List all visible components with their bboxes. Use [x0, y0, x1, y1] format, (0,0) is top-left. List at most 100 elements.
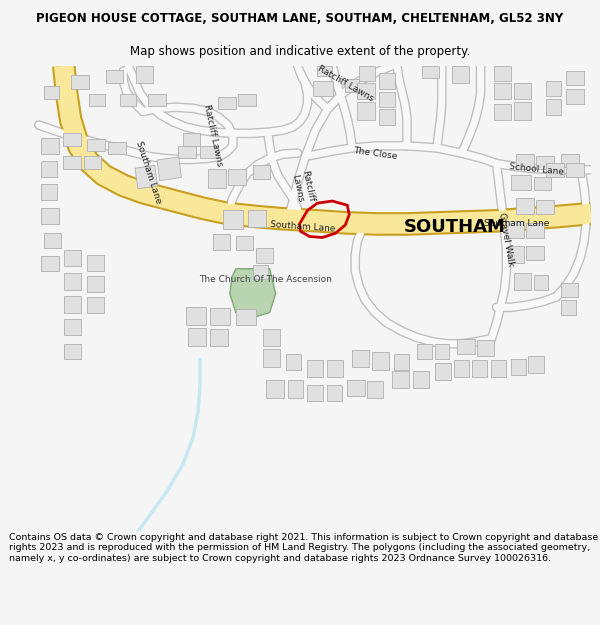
Text: Ratcliff Lawns: Ratcliff Lawns [316, 64, 375, 103]
Polygon shape [417, 344, 432, 359]
Polygon shape [359, 66, 375, 81]
Polygon shape [457, 339, 475, 354]
Polygon shape [64, 250, 80, 266]
Polygon shape [328, 386, 342, 401]
Polygon shape [328, 361, 343, 377]
Polygon shape [476, 339, 494, 356]
Polygon shape [529, 356, 544, 373]
Polygon shape [494, 83, 511, 99]
Polygon shape [566, 71, 584, 86]
Polygon shape [83, 156, 101, 169]
Polygon shape [317, 66, 332, 76]
Polygon shape [561, 300, 576, 314]
Polygon shape [435, 344, 449, 359]
Polygon shape [508, 246, 524, 262]
Polygon shape [263, 349, 280, 367]
Polygon shape [307, 386, 323, 401]
Polygon shape [41, 138, 59, 154]
Polygon shape [210, 308, 230, 325]
Polygon shape [64, 296, 80, 312]
Polygon shape [454, 361, 469, 377]
Polygon shape [392, 371, 409, 388]
Polygon shape [511, 359, 526, 375]
Polygon shape [413, 371, 429, 388]
Polygon shape [178, 146, 196, 158]
Polygon shape [379, 109, 395, 125]
Polygon shape [121, 94, 136, 106]
Text: The Church Of The Ascension: The Church Of The Ascension [199, 274, 332, 284]
Polygon shape [135, 166, 158, 189]
Polygon shape [183, 133, 200, 146]
Polygon shape [347, 380, 365, 396]
Text: Gravel Walk: Gravel Walk [497, 212, 515, 267]
Polygon shape [236, 309, 256, 325]
Polygon shape [86, 139, 104, 151]
Polygon shape [86, 276, 104, 292]
Polygon shape [136, 66, 153, 83]
Polygon shape [561, 283, 578, 297]
Polygon shape [526, 223, 544, 238]
Polygon shape [534, 275, 548, 289]
Text: Southam Lane: Southam Lane [269, 221, 335, 234]
Polygon shape [526, 246, 544, 261]
Polygon shape [286, 354, 301, 370]
Polygon shape [63, 156, 80, 169]
Polygon shape [357, 83, 375, 99]
Polygon shape [89, 94, 104, 106]
Polygon shape [536, 156, 554, 169]
Polygon shape [452, 66, 469, 83]
Text: Southam Lane: Southam Lane [134, 139, 163, 204]
Polygon shape [86, 255, 104, 271]
Polygon shape [546, 99, 561, 114]
Polygon shape [236, 236, 253, 250]
Polygon shape [148, 94, 166, 106]
Polygon shape [422, 66, 439, 78]
Polygon shape [64, 273, 80, 289]
Polygon shape [109, 142, 127, 154]
Polygon shape [536, 200, 554, 214]
Text: Contains OS data © Crown copyright and database right 2021. This information is : Contains OS data © Crown copyright and d… [9, 533, 598, 563]
Text: The Close: The Close [353, 146, 398, 161]
Text: School Lane: School Lane [509, 162, 564, 177]
Polygon shape [372, 352, 389, 370]
Polygon shape [248, 211, 266, 227]
Polygon shape [44, 233, 61, 248]
Polygon shape [71, 75, 89, 89]
Polygon shape [379, 73, 395, 89]
Polygon shape [210, 329, 228, 346]
Polygon shape [256, 248, 272, 262]
Polygon shape [287, 380, 304, 398]
Polygon shape [253, 164, 269, 179]
Polygon shape [253, 264, 268, 279]
Polygon shape [494, 66, 511, 81]
Polygon shape [514, 83, 532, 99]
Polygon shape [223, 211, 243, 229]
Polygon shape [41, 161, 57, 177]
Polygon shape [394, 354, 409, 370]
Polygon shape [238, 94, 256, 106]
Polygon shape [517, 154, 534, 169]
Polygon shape [64, 344, 80, 359]
Text: SOUTHAM: SOUTHAM [404, 218, 506, 236]
Polygon shape [208, 169, 226, 187]
Polygon shape [546, 81, 561, 96]
Polygon shape [435, 362, 451, 380]
Polygon shape [218, 97, 236, 109]
Polygon shape [352, 350, 369, 367]
Polygon shape [263, 329, 280, 346]
Text: PIGEON HOUSE COTTAGE, SOUTHAM LANE, SOUTHAM, CHELTENHAM, GL52 3NY: PIGEON HOUSE COTTAGE, SOUTHAM LANE, SOUT… [37, 12, 563, 25]
Polygon shape [41, 256, 59, 271]
Polygon shape [472, 361, 487, 377]
Polygon shape [41, 208, 59, 224]
Polygon shape [213, 234, 230, 250]
Polygon shape [44, 86, 59, 99]
Polygon shape [200, 146, 218, 158]
Polygon shape [367, 381, 383, 398]
Polygon shape [157, 157, 181, 181]
Polygon shape [546, 162, 564, 177]
Text: Map shows position and indicative extent of the property.: Map shows position and indicative extent… [130, 45, 470, 58]
Polygon shape [561, 154, 579, 167]
Polygon shape [534, 177, 551, 189]
Polygon shape [266, 380, 284, 398]
Polygon shape [494, 104, 511, 120]
